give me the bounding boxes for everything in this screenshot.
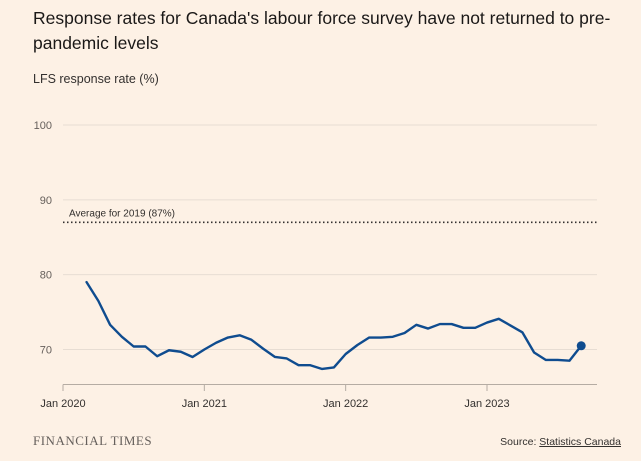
grid-lines (63, 124, 597, 350)
y-tick-label: 70 (40, 345, 52, 357)
x-tick-label: Jan 2023 (464, 398, 509, 410)
source-link[interactable]: Statistics Canada (539, 436, 621, 448)
x-axis: Jan 2020 Jan 2021 Jan 2022 Jan 2023 (40, 384, 597, 410)
reference-group: Average for 2019 (87%) (63, 208, 597, 224)
chart-title: Response rates for Canada's labour force… (33, 8, 611, 53)
y-tick-labels: 70 80 90 100 (34, 120, 52, 357)
source-note: Source: Statistics Canada (500, 436, 621, 448)
x-tick-label: Jan 2021 (182, 398, 227, 410)
y-tick-label: 90 (40, 195, 52, 207)
x-tick-label: Jan 2022 (323, 398, 368, 410)
y-tick-label: 80 (40, 270, 52, 282)
source-prefix: Source: (500, 436, 540, 448)
reference-label: Average for 2019 (87%) (69, 208, 175, 219)
y-axis-label: LFS response rate (%) (33, 72, 159, 86)
data-points (87, 282, 582, 369)
y-tick-label: 100 (34, 120, 52, 132)
end-marker (576, 341, 586, 351)
ft-brand-logo: FINANCIAL TIMES (33, 433, 153, 448)
series-line (85, 280, 583, 371)
x-tick-label: Jan 2020 (40, 398, 85, 410)
